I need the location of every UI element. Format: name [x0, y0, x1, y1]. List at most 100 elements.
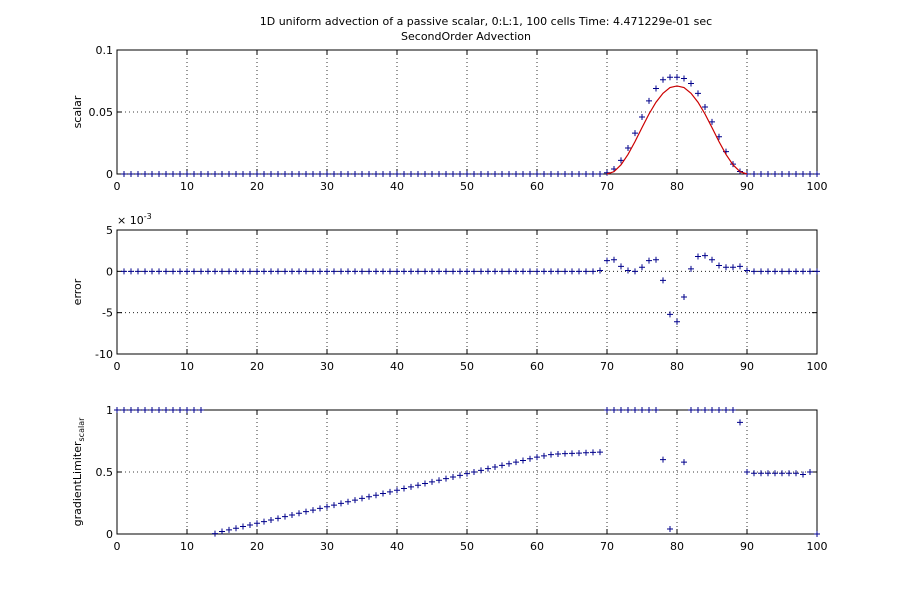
error-data-point [583, 268, 589, 275]
gradient-limiter-data-point [660, 456, 666, 463]
gradient-limiter-data-point [632, 407, 638, 413]
error-data-point [387, 268, 393, 275]
scalar-data-point [317, 171, 323, 177]
gradient-limiter-data-point [709, 407, 715, 413]
error-data-point [331, 268, 337, 275]
error-data-point [534, 268, 540, 275]
error-data-point [345, 268, 351, 275]
scalar-data-point [261, 171, 267, 177]
error-xtick-label: 70 [600, 360, 614, 373]
gradient-limiter-data-point [695, 407, 701, 413]
scalar-data-point [709, 118, 715, 125]
scalar-ylabel-text: scalar [71, 95, 84, 128]
gradient-limiter-data-point [744, 469, 750, 475]
gradient-limiter-data-point [541, 452, 547, 459]
scalar-data-point [268, 171, 274, 177]
error-data-point [366, 268, 372, 275]
scalar-data-point [541, 171, 547, 177]
gradient-limiter-xtick-label: 50 [460, 540, 474, 553]
gradient-limiter-data-point [737, 419, 743, 426]
gradient-limiter-data-point [240, 523, 246, 530]
scalar-data-point [303, 171, 309, 177]
scalar-data-point [555, 171, 561, 177]
scalar-data-point [366, 171, 372, 177]
error-data-point [240, 268, 246, 275]
gradient-limiter-data-point [758, 470, 764, 477]
scalar-data-point [471, 171, 477, 177]
error-data-point [198, 268, 204, 275]
gradient-limiter-data-point [702, 407, 708, 413]
error-ylabel-text: error [71, 278, 84, 305]
scalar-data-point [520, 171, 526, 177]
error-data-point [730, 264, 736, 271]
scalar-data-point [352, 171, 358, 177]
scalar-data-point [380, 171, 386, 177]
scalar-data-point [527, 171, 533, 177]
gradient-limiter-data-point [604, 407, 610, 413]
gradient-limiter-data-point [520, 457, 526, 464]
scalar-data-point [436, 171, 442, 177]
error-data-point [751, 268, 757, 275]
error-data-point [520, 268, 526, 275]
error-data-point [492, 268, 498, 275]
gradient-limiter-data-point [751, 470, 757, 477]
scalar-xtick-label: 10 [180, 180, 194, 193]
scalar-data-point [478, 171, 484, 177]
error-data-point [695, 253, 701, 260]
gradient-limiter-data-point [562, 450, 568, 457]
error-data-point [401, 268, 407, 275]
error-data-point [303, 268, 309, 275]
figure-title-line2: SecondOrder Advection [401, 30, 531, 43]
scalar-series-line [606, 85, 748, 175]
error-data-point [625, 267, 631, 274]
gradient-limiter-data-point [149, 407, 155, 413]
error-data-point [394, 268, 400, 275]
gradient-limiter-data-point [261, 518, 267, 525]
error-data-point [436, 268, 442, 275]
error-data-point [163, 268, 169, 275]
scalar-data-point [128, 171, 134, 177]
scalar-data-point [590, 171, 596, 177]
error-data-point [646, 257, 652, 264]
error-data-point [429, 268, 435, 275]
scalar-data-point [331, 171, 337, 177]
gradient-limiter-data-point [597, 449, 603, 456]
gradient-limiter-data-point [779, 470, 785, 477]
gradient-limiter-xtick-label: 30 [320, 540, 334, 553]
gradient-limiter-data-point [219, 528, 225, 535]
scalar-data-point [359, 171, 365, 177]
error-data-point [464, 268, 470, 275]
gradient-limiter-data-point [177, 407, 183, 413]
error-xtick-label: 10 [180, 360, 194, 373]
gradient-limiter-xtick-label: 20 [250, 540, 264, 553]
gradient-limiter-data-point [317, 505, 323, 512]
gradient-limiter-axes-border [116, 409, 818, 535]
gradient-limiter-data-point [800, 471, 806, 478]
error-data-point [597, 267, 603, 274]
gradient-limiter-data-point [548, 451, 554, 458]
gradient-limiter-data-point [331, 502, 337, 509]
scalar-data-point [562, 171, 568, 177]
scalar-xtick-label: 70 [600, 180, 614, 193]
scalar-data-point [443, 171, 449, 177]
scalar-data-point [247, 171, 253, 177]
gradient-limiter-data-point [394, 487, 400, 494]
scalar-xtick-label: 100 [807, 180, 828, 193]
scalar-data-point [149, 171, 155, 177]
scalar-data-point [457, 171, 463, 177]
gradient-limiter-data-point [569, 450, 575, 457]
gradient-limiter-data-point [730, 407, 736, 413]
error-data-point [373, 268, 379, 275]
error-data-point [632, 268, 638, 275]
gradient-limiter-xtick-label: 90 [740, 540, 754, 553]
error-data-point [800, 268, 806, 275]
error-xtick-label: 90 [740, 360, 754, 373]
scalar-data-point [646, 97, 652, 104]
scalar-data-point [156, 171, 162, 177]
gradient-limiter-data-point [359, 495, 365, 502]
gradient-limiter-data-point [422, 480, 428, 487]
scalar-data-point [499, 171, 505, 177]
error-plot-area [117, 230, 817, 354]
gradient-limiter-xtick-label: 100 [807, 540, 828, 553]
